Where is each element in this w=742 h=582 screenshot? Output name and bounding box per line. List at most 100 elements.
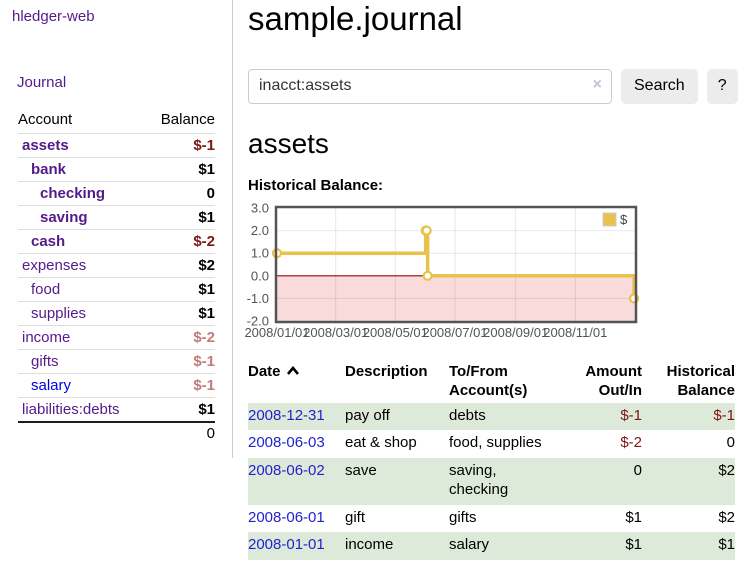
- account-row: liabilities:debts $1: [18, 397, 215, 422]
- account-link[interactable]: food: [31, 281, 61, 298]
- account-link[interactable]: bank: [31, 161, 67, 178]
- account-row: checking 0: [18, 181, 215, 206]
- sidebar-journal-link[interactable]: Journal: [17, 74, 67, 91]
- accounts-header-account: Account: [18, 111, 73, 128]
- account-link[interactable]: salary: [31, 377, 72, 394]
- y-tick-label: 2.0: [251, 223, 269, 238]
- register-row: 2008-06-02 save saving, checking 0 $2: [248, 458, 735, 505]
- account-link[interactable]: saving: [40, 209, 88, 226]
- register-accounts-cell: gifts: [449, 508, 477, 526]
- accounts-header-balance: Balance: [160, 111, 215, 128]
- sidebar: hledger-web Journal Account Balance asse…: [0, 0, 233, 458]
- register-row: 2008-01-01 income salary $1 $1: [248, 532, 735, 561]
- account-row: saving $1: [18, 205, 215, 230]
- app-title-link[interactable]: hledger-web: [12, 8, 95, 25]
- register-accounts-cell: saving, checking: [449, 462, 509, 498]
- account-row: gifts $-1: [18, 349, 215, 374]
- account-row: food $1: [18, 277, 215, 302]
- account-heading: assets: [248, 127, 329, 159]
- search-input[interactable]: [248, 68, 612, 104]
- register-date-link[interactable]: 2008-06-03: [248, 434, 325, 452]
- search-box: ×: [248, 68, 612, 104]
- account-link[interactable]: liabilities:debts: [22, 401, 120, 418]
- register-row: 2008-06-01 gift gifts $1 $2: [248, 505, 735, 533]
- x-tick-label: 2008/07/01: [422, 325, 487, 340]
- accounts-table: Account Balance assets $-1 bank $1 checking 0…: [18, 108, 215, 445]
- register-date-cell: 2008-06-02: [248, 458, 345, 505]
- col-header-accounts: To/From Account(s): [449, 363, 528, 399]
- register-row: 2008-12-31 pay off debts $-1 $-1: [248, 402, 735, 431]
- account-row: assets $-1: [18, 133, 215, 158]
- account-row: cash $-2: [18, 229, 215, 254]
- historical-balance-chart: 3.0 2.0 1.0 0.0 -1.0 -2.0 2008/01/01 2008/03/01…: [243, 200, 738, 348]
- register-date-cell: 2008-06-01: [248, 505, 345, 533]
- account-link[interactable]: assets: [22, 137, 69, 154]
- account-link[interactable]: supplies: [31, 305, 87, 322]
- register-amount-cell: $1: [625, 536, 642, 554]
- account-balance: $1: [146, 397, 215, 422]
- date-header-label: Date: [248, 363, 281, 381]
- account-link[interactable]: gifts: [31, 353, 59, 370]
- search-button[interactable]: Search: [621, 68, 698, 104]
- register-date-cell: 2008-12-31: [248, 403, 345, 431]
- account-balance: $-1: [146, 373, 215, 398]
- register-balance-cell: $2: [718, 462, 735, 480]
- account-row: salary $-1: [18, 373, 215, 398]
- register-date-link[interactable]: 2008-06-02: [248, 462, 325, 480]
- account-balance: $1: [146, 277, 215, 302]
- account-link[interactable]: income: [22, 329, 71, 346]
- y-tick-label: -2.0: [247, 314, 269, 329]
- legend-color-swatch: [602, 212, 617, 227]
- register-date-cell: 2008-06-03: [248, 430, 345, 458]
- clear-search-icon[interactable]: ×: [592, 75, 602, 93]
- chart-data-point: [421, 225, 432, 236]
- register-accounts-cell: food, supplies: [449, 434, 542, 452]
- account-link[interactable]: expenses: [22, 257, 87, 274]
- register-amount-cell: $-2: [620, 434, 642, 452]
- register-accounts-cell: salary: [449, 536, 490, 554]
- register-table: Date Description To/From Account(s) Amou…: [248, 361, 735, 561]
- account-link[interactable]: cash: [31, 233, 66, 250]
- register-balance-cell: $-1: [713, 406, 735, 424]
- register-row: 2008-06-03 eat & shop food, supplies $-2 0: [248, 430, 735, 458]
- account-row: bank $1: [18, 157, 215, 182]
- register-balance-cell: $2: [718, 508, 735, 526]
- y-tick-label: 0.0: [251, 268, 269, 283]
- register-header-row: Date Description To/From Account(s) Amou…: [248, 361, 735, 403]
- sort-ascending-icon: [286, 366, 299, 375]
- historical-balance-chart-svg: 3.0 2.0 1.0 0.0 -1.0 -2.02008/01/012008/03/01…: [244, 201, 640, 340]
- account-balance: $1: [146, 157, 215, 182]
- account-balance: $-2: [146, 229, 215, 254]
- account-balance: $-1: [146, 349, 215, 374]
- x-tick-label: 2008/11/01: [543, 325, 607, 340]
- chart-title: Historical Balance:: [248, 177, 384, 195]
- account-balance: $-1: [146, 133, 215, 158]
- register-date-link[interactable]: 2008-12-31: [248, 406, 325, 424]
- register-accounts-cell: debts: [449, 406, 486, 424]
- chart-data-point: [422, 270, 433, 281]
- account-balance: $2: [146, 253, 215, 278]
- col-header-date[interactable]: Date: [248, 361, 345, 403]
- account-row: income $-2: [18, 325, 215, 350]
- register-amount-cell: $1: [625, 508, 642, 526]
- x-tick-label: 2008/03/01: [303, 325, 368, 340]
- account-balance: $1: [146, 301, 215, 326]
- register-description-cell: gift: [345, 508, 366, 526]
- negative-region: [277, 275, 635, 322]
- account-link[interactable]: checking: [40, 185, 106, 202]
- account-balance: $1: [146, 205, 215, 230]
- accounts-total-value: 0: [146, 421, 215, 445]
- y-tick-label: 1.0: [251, 246, 269, 261]
- account-row: expenses $2: [18, 253, 215, 278]
- col-header-balance: Historical Balance: [666, 363, 735, 399]
- register-date-link[interactable]: 2008-01-01: [248, 536, 325, 554]
- register-balance-cell: $1: [718, 536, 735, 554]
- accounts-total-row: 0: [18, 421, 215, 445]
- x-tick-label: 2008/01/01: [244, 325, 309, 340]
- register-balance-cell: 0: [726, 434, 735, 452]
- register-date-link[interactable]: 2008-06-01: [248, 508, 325, 526]
- col-header-description: Description: [345, 363, 428, 381]
- help-button[interactable]: ?: [706, 68, 738, 104]
- register-description-cell: eat & shop: [345, 434, 417, 452]
- x-tick-label: 2008/05/01: [363, 325, 428, 340]
